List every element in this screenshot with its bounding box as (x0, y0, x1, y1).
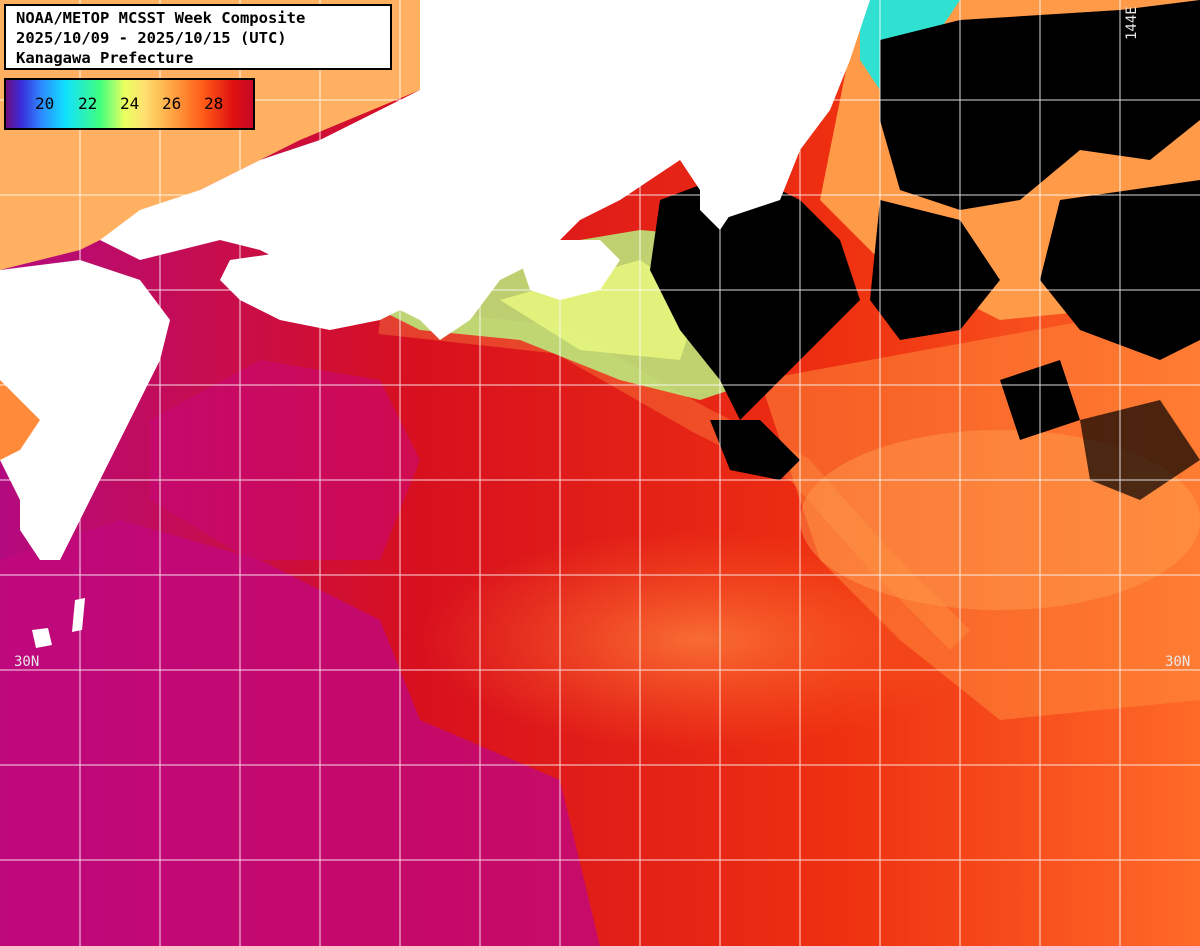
land-kii (520, 240, 620, 300)
cloud-mask-east-band (1080, 400, 1200, 500)
lat-label-30n-right: 30N (1165, 654, 1191, 670)
map-title-box: NOAA/METOP MCSST Week Composite 2025/10/… (4, 4, 392, 70)
coastal-yellow (500, 260, 700, 360)
colorbar-tick-26: 26 (162, 94, 182, 113)
land-kyushu-west-coast (0, 380, 40, 460)
colorbar-tick-24: 24 (120, 94, 140, 113)
warm-pool-west (150, 360, 420, 560)
warm-pool-southwest (0, 520, 600, 946)
colorbar-tick-20: 20 (35, 94, 55, 113)
cool-band-east (760, 300, 1200, 720)
colorbar-tick-28: 28 (204, 94, 224, 113)
lat-label-30n-left: 30N (14, 654, 40, 670)
region-name: Kanagawa Prefecture (16, 49, 194, 67)
land-yakushima (32, 628, 52, 648)
land-kyushu-south (20, 460, 80, 560)
map-title: NOAA/METOP MCSST Week Composite (16, 9, 306, 27)
temperature-colorbar: 20 22 24 26 28 (4, 78, 255, 130)
date-range: 2025/10/09 - 2025/10/15 (UTC) (16, 29, 287, 47)
land-tanegashima (72, 598, 85, 632)
cloud-mask-south (710, 420, 800, 480)
colorbar-tick-22: 22 (78, 94, 98, 113)
lon-label-144e: 144E (1124, 6, 1140, 40)
cloud-mask-izu (650, 170, 860, 420)
cloud-mask-mid (870, 200, 1000, 340)
